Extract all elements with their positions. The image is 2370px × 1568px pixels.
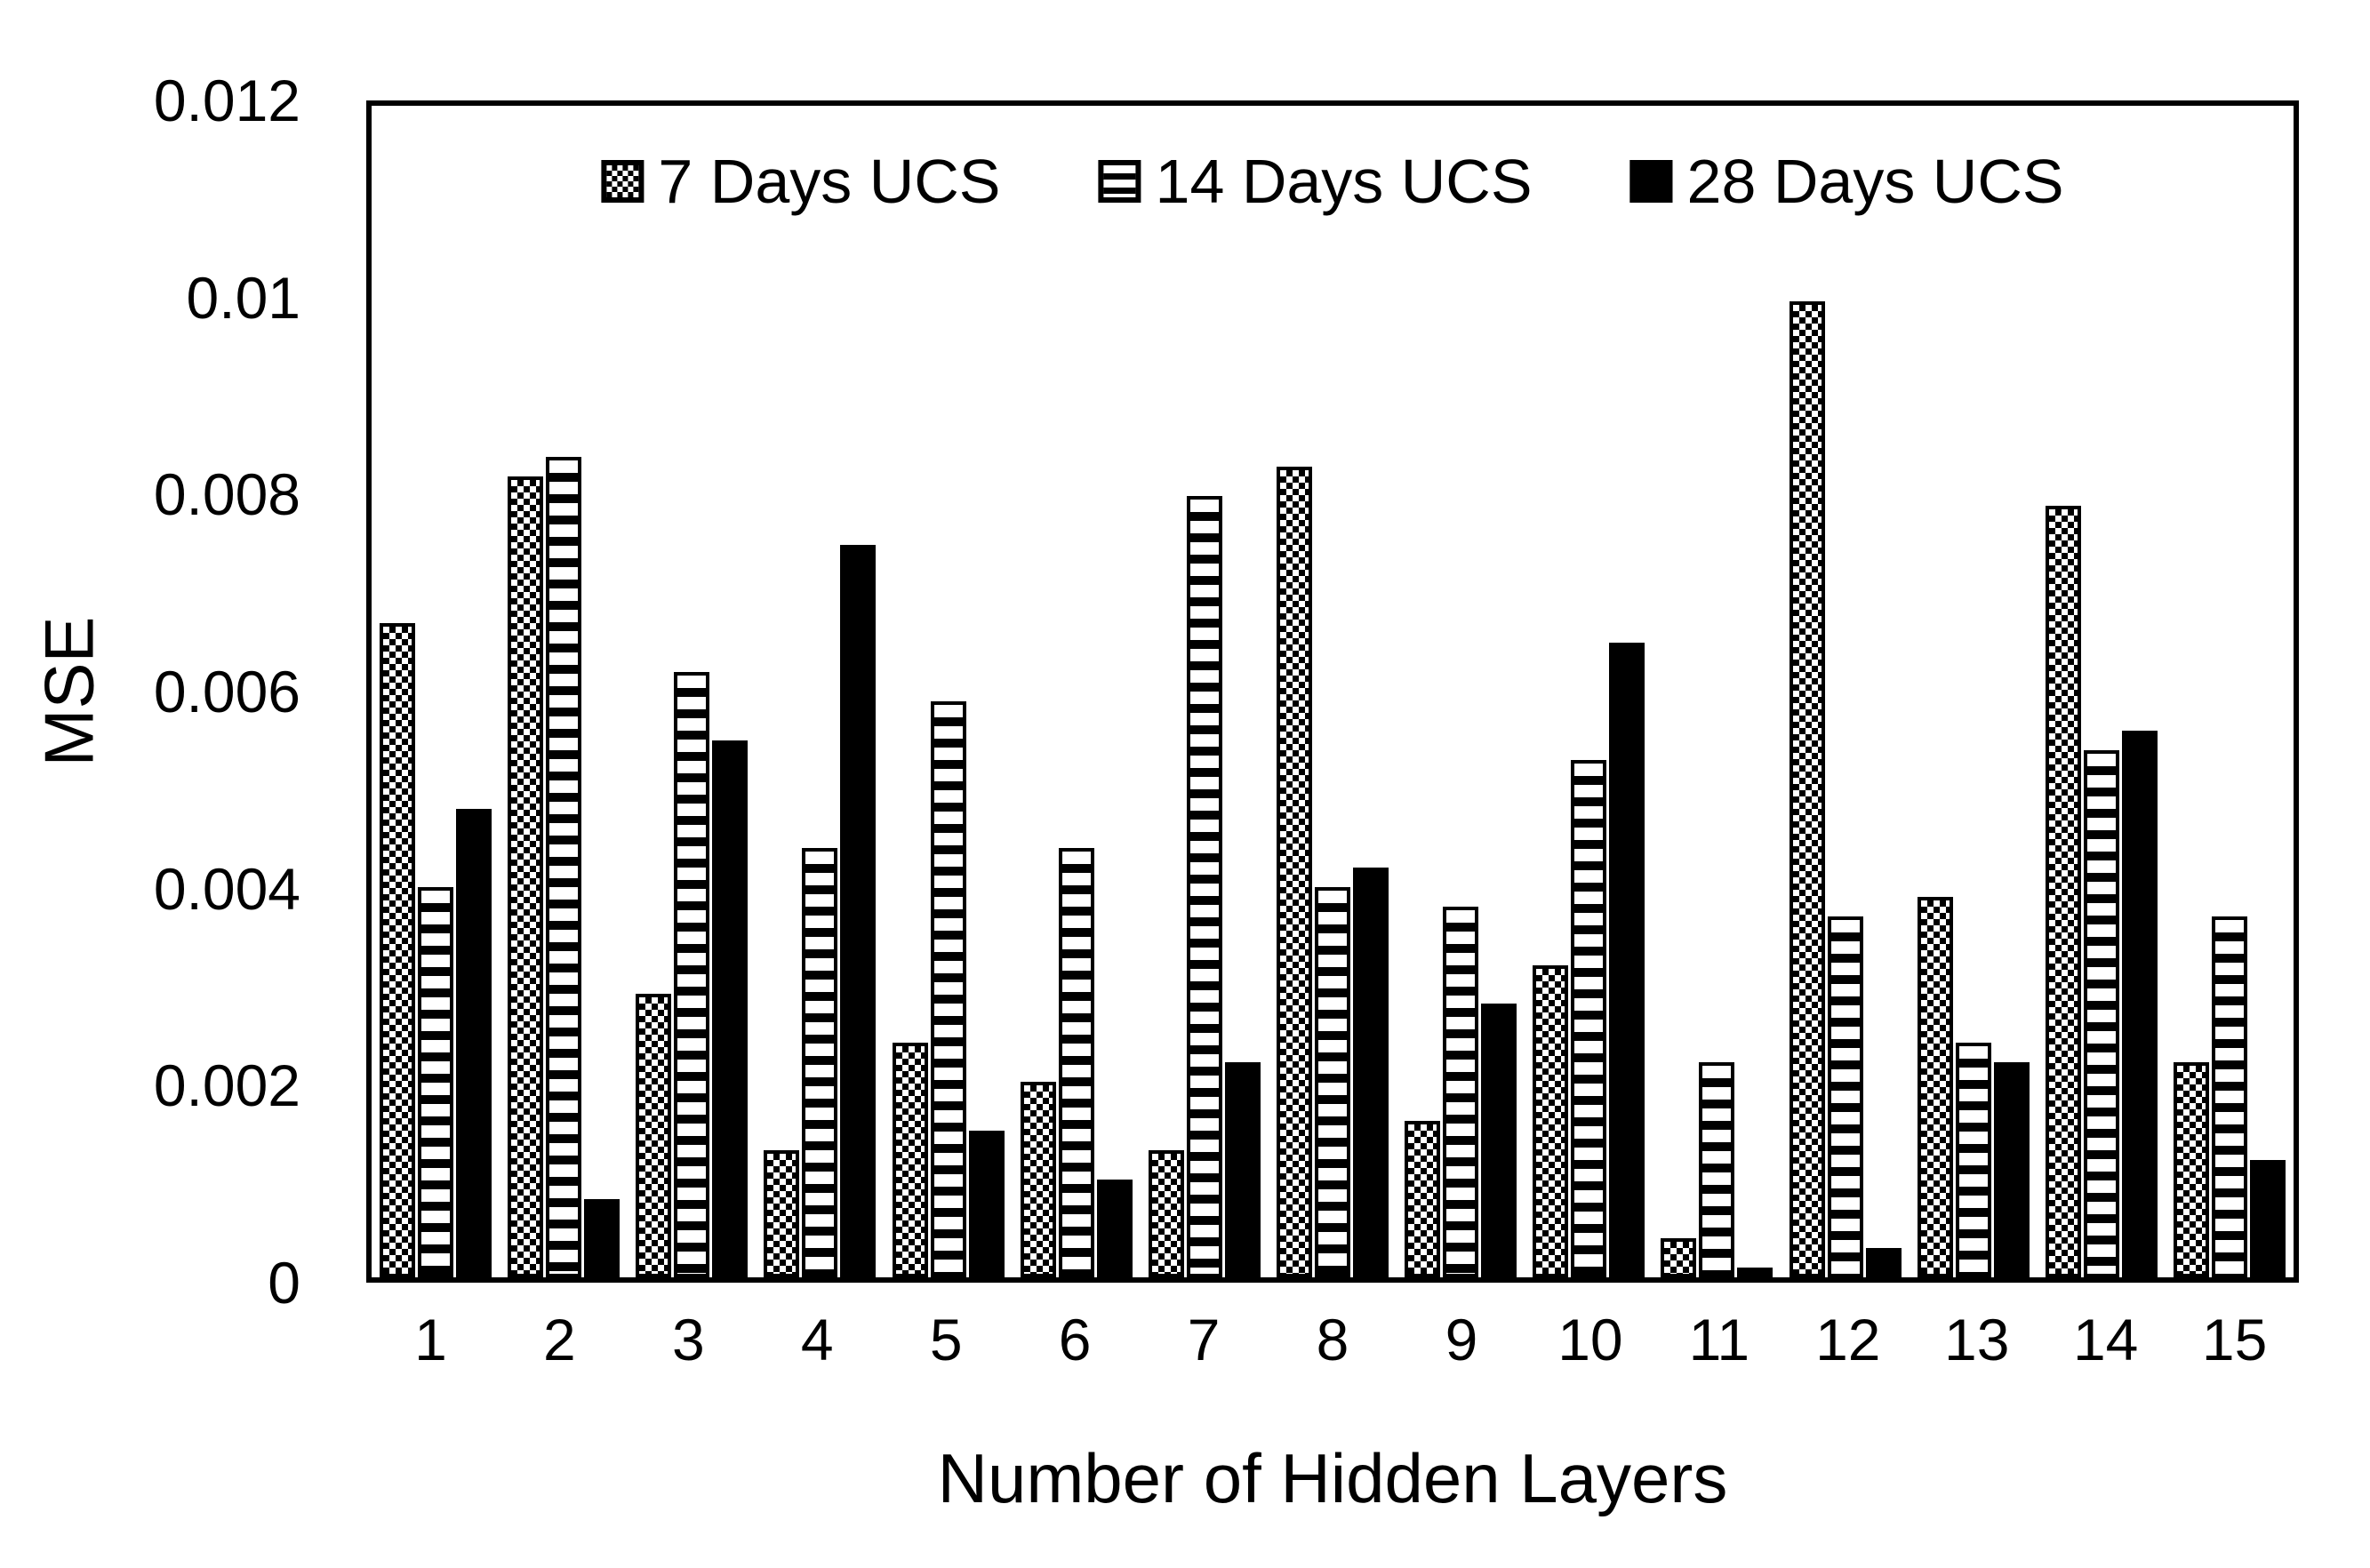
y-tick-label-0.008: 0.008: [153, 461, 300, 528]
bar-7-days-ucs-layers-6: [1020, 1082, 1056, 1277]
bar-14-days-ucs-layers-12: [1827, 916, 1863, 1277]
plot-area: 7 Days UCS 14 Days UCS 28 Days UCS: [366, 100, 2299, 1283]
bar-7-days-ucs-layers-11: [1661, 1238, 1697, 1277]
bar-28-days-ucs-layers-15: [2250, 1160, 2286, 1277]
bar-28-days-ucs-layers-1: [456, 808, 492, 1277]
y-tick-label-0.002: 0.002: [153, 1052, 300, 1119]
x-tick-label-3: 3: [671, 1307, 705, 1372]
checker-pattern-swatch-icon: [601, 160, 645, 203]
bar-28-days-ucs-layers-14: [2121, 730, 2158, 1277]
bar-28-days-ucs-layers-5: [968, 1131, 1005, 1277]
bar-7-days-ucs-layers-3: [636, 994, 672, 1277]
bar-14-days-ucs-layers-5: [930, 700, 966, 1277]
bar-group-4: [756, 106, 884, 1277]
bar-14-days-ucs-layers-1: [418, 886, 454, 1277]
bar-group-3: [628, 106, 756, 1277]
bar-14-days-ucs-layers-10: [1571, 759, 1607, 1277]
bar-group-7: [1141, 106, 1269, 1277]
bar-28-days-ucs-layers-4: [840, 545, 877, 1277]
y-tick-label-0: 0: [268, 1250, 300, 1316]
bar-7-days-ucs-layers-13: [1917, 896, 1953, 1277]
bar-14-days-ucs-layers-8: [1315, 886, 1351, 1277]
legend-label-28-days-ucs: 28 Days UCS: [1686, 147, 2064, 216]
x-tick-label-9: 9: [1445, 1307, 1478, 1372]
bar-28-days-ucs-layers-8: [1353, 867, 1389, 1277]
bar-7-days-ucs-layers-1: [380, 623, 416, 1277]
y-tick-label-0.006: 0.006: [153, 659, 300, 724]
x-tick-label-4: 4: [800, 1307, 834, 1372]
x-tick-label-2: 2: [543, 1307, 576, 1372]
bar-group-8: [1269, 106, 1397, 1277]
bar-group-5: [885, 106, 1013, 1277]
bar-group-14: [2038, 106, 2166, 1277]
x-axis-tick-labels: 1 2 3 4 5 6 7 8 9 10 11 12 13 14 15: [366, 1305, 2299, 1375]
x-tick-label-7: 7: [1187, 1307, 1221, 1372]
bar-group-11: [1653, 106, 1781, 1277]
bar-group-2: [500, 106, 628, 1277]
bar-7-days-ucs-layers-4: [764, 1150, 800, 1277]
bar-14-days-ucs-layers-13: [1955, 1043, 1991, 1277]
bar-28-days-ucs-layers-3: [712, 740, 749, 1277]
bar-14-days-ucs-layers-7: [1186, 496, 1222, 1277]
x-tick-label-8: 8: [1316, 1307, 1349, 1372]
x-tick-label-6: 6: [1058, 1307, 1092, 1372]
bar-group-9: [1397, 106, 1525, 1277]
bar-14-days-ucs-layers-11: [1699, 1062, 1735, 1277]
bar-7-days-ucs-layers-8: [1277, 467, 1313, 1277]
bar-7-days-ucs-layers-14: [2045, 506, 2081, 1277]
solid-pattern-swatch-icon: [1629, 160, 1673, 203]
bar-28-days-ucs-layers-7: [1224, 1062, 1261, 1277]
legend-item-28-days-ucs: 28 Days UCS: [1629, 147, 2064, 216]
bar-14-days-ucs-layers-3: [674, 672, 710, 1277]
legend-label-14-days-ucs: 14 Days UCS: [1155, 147, 1533, 216]
bar-7-days-ucs-layers-12: [1789, 300, 1825, 1277]
bar-group-12: [1782, 106, 1910, 1277]
x-tick-label-10: 10: [1557, 1307, 1623, 1372]
bar-28-days-ucs-layers-13: [1993, 1062, 2030, 1277]
x-tick-label-14: 14: [2072, 1307, 2139, 1372]
bar-14-days-ucs-layers-14: [2083, 749, 2119, 1277]
bar-7-days-ucs-layers-10: [1533, 964, 1569, 1277]
bar-7-days-ucs-layers-7: [1148, 1150, 1184, 1277]
legend: 7 Days UCS 14 Days UCS 28 Days UCS: [601, 147, 2064, 216]
bar-group-13: [1910, 106, 2038, 1277]
x-axis-title: Number of Hidden Layers: [937, 1439, 1728, 1517]
bar-14-days-ucs-layers-6: [1058, 847, 1094, 1277]
bar-14-days-ucs-layers-9: [1443, 906, 1479, 1277]
bar-group-10: [1525, 106, 1653, 1277]
bar-14-days-ucs-layers-4: [802, 847, 838, 1277]
x-tick-label-11: 11: [1688, 1307, 1750, 1372]
bar-groups: [372, 106, 2294, 1277]
x-tick-label-5: 5: [929, 1307, 963, 1372]
bar-14-days-ucs-layers-2: [546, 457, 582, 1277]
hlines-pattern-swatch-icon: [1098, 160, 1141, 203]
bar-group-15: [2166, 106, 2294, 1277]
y-axis-tick-labels: 0.012 0.01 0.008 0.006 0.004 0.002 0: [0, 68, 316, 1316]
bar-group-1: [372, 106, 500, 1277]
y-tick-label-0.004: 0.004: [153, 855, 300, 922]
bar-28-days-ucs-layers-6: [1096, 1180, 1133, 1277]
bar-7-days-ucs-layers-2: [508, 476, 544, 1277]
x-tick-label-13: 13: [1944, 1307, 2010, 1372]
bar-7-days-ucs-layers-15: [2174, 1062, 2210, 1277]
bar-28-days-ucs-layers-10: [1609, 643, 1645, 1277]
bar-7-days-ucs-layers-5: [892, 1043, 928, 1277]
legend-label-7-days-ucs: 7 Days UCS: [658, 147, 1001, 216]
x-tick-label-1: 1: [414, 1307, 447, 1372]
bar-28-days-ucs-layers-11: [1737, 1268, 1773, 1277]
x-tick-label-12: 12: [1815, 1307, 1881, 1372]
legend-item-14-days-ucs: 14 Days UCS: [1098, 147, 1533, 216]
bar-28-days-ucs-layers-2: [584, 1199, 621, 1277]
y-tick-label-0.012: 0.012: [153, 68, 300, 133]
bar-28-days-ucs-layers-9: [1481, 1004, 1517, 1277]
legend-item-7-days-ucs: 7 Days UCS: [601, 147, 1001, 216]
y-tick-label-0.01: 0.01: [186, 264, 300, 331]
bar-group-6: [1013, 106, 1141, 1277]
bar-28-days-ucs-layers-12: [1865, 1248, 1902, 1277]
bar-7-days-ucs-layers-9: [1405, 1121, 1441, 1277]
bar-14-days-ucs-layers-15: [2212, 916, 2248, 1277]
x-tick-label-15: 15: [2201, 1307, 2268, 1372]
